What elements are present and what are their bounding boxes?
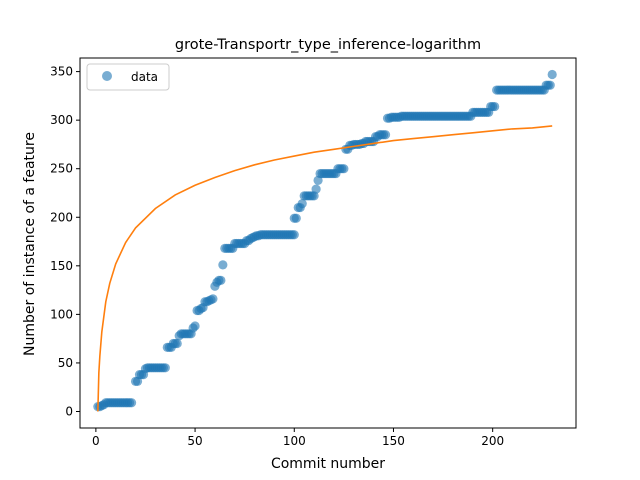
fit-curve — [97, 125, 553, 412]
chart-title: grote-Transportr_type_inference-logarith… — [175, 37, 481, 53]
y-tick-label: 50 — [58, 356, 73, 370]
y-axis-title: Number of instance of a feature — [22, 132, 38, 356]
x-tick-label: 100 — [283, 434, 306, 448]
x-tick-label: 150 — [382, 434, 405, 448]
y-tick-label: 250 — [50, 162, 73, 176]
legend-frame — [86, 63, 170, 91]
data-point — [216, 275, 226, 285]
data-point — [547, 69, 557, 80]
legend: data — [86, 63, 170, 91]
data-point — [218, 260, 228, 270]
data-point — [380, 130, 391, 140]
x-tick-label: 0 — [92, 434, 100, 448]
data-point — [291, 213, 301, 223]
x-tick-label: 50 — [187, 434, 202, 448]
data-point — [208, 294, 218, 304]
legend-label: data — [131, 70, 158, 84]
y-tick-label: 150 — [50, 259, 73, 273]
legend-marker — [102, 71, 112, 81]
y-tick-label: 300 — [50, 113, 73, 127]
y-tick-label: 100 — [50, 307, 73, 321]
data-point — [160, 363, 170, 373]
data-point — [339, 164, 349, 174]
data-point — [297, 199, 307, 209]
data-point — [190, 321, 200, 331]
y-tick-label: 200 — [50, 210, 73, 224]
data-point — [289, 230, 299, 240]
data-point — [545, 80, 555, 90]
plot-frame — [79, 57, 577, 429]
y-tick-label: 350 — [50, 65, 73, 79]
plot-area: 0 50 100 150 200 0 50 100 150 200 250 300 350 — [50, 57, 577, 448]
data-point — [311, 184, 321, 194]
data-point — [490, 101, 500, 112]
y-tick-label: 0 — [65, 404, 73, 418]
data-point — [126, 398, 137, 408]
x-axis-title: Commit number — [271, 456, 385, 472]
data-point — [172, 338, 182, 349]
x-tick-label: 200 — [481, 434, 504, 448]
